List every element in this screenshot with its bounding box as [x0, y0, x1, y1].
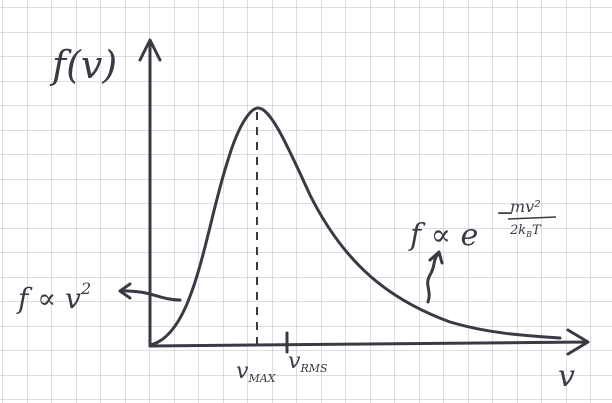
- label-subscript: MAX: [247, 372, 276, 385]
- diagram: f(v) v vMAX vRMS f ∝ v2 f ∝ e − mv² 2kBT: [0, 0, 612, 403]
- denominator-tail: T: [532, 223, 542, 238]
- denominator: 2k: [509, 223, 526, 238]
- low-speed-formula: f ∝ v2: [16, 279, 91, 315]
- label-base: v: [236, 359, 249, 384]
- exponent-numerator: mv²: [510, 197, 541, 216]
- y-axis-label: f(v): [49, 43, 117, 87]
- superscript: 2: [80, 279, 91, 298]
- label-base: v: [288, 349, 301, 374]
- formula: f ∝ v: [16, 282, 81, 315]
- x-axis-label: v: [558, 359, 575, 394]
- label-subscript: RMS: [299, 362, 328, 375]
- formula: f ∝ e: [408, 218, 478, 253]
- exponent-denominator: 2kBT: [509, 223, 542, 239]
- high-speed-formula: f ∝ e: [408, 218, 478, 253]
